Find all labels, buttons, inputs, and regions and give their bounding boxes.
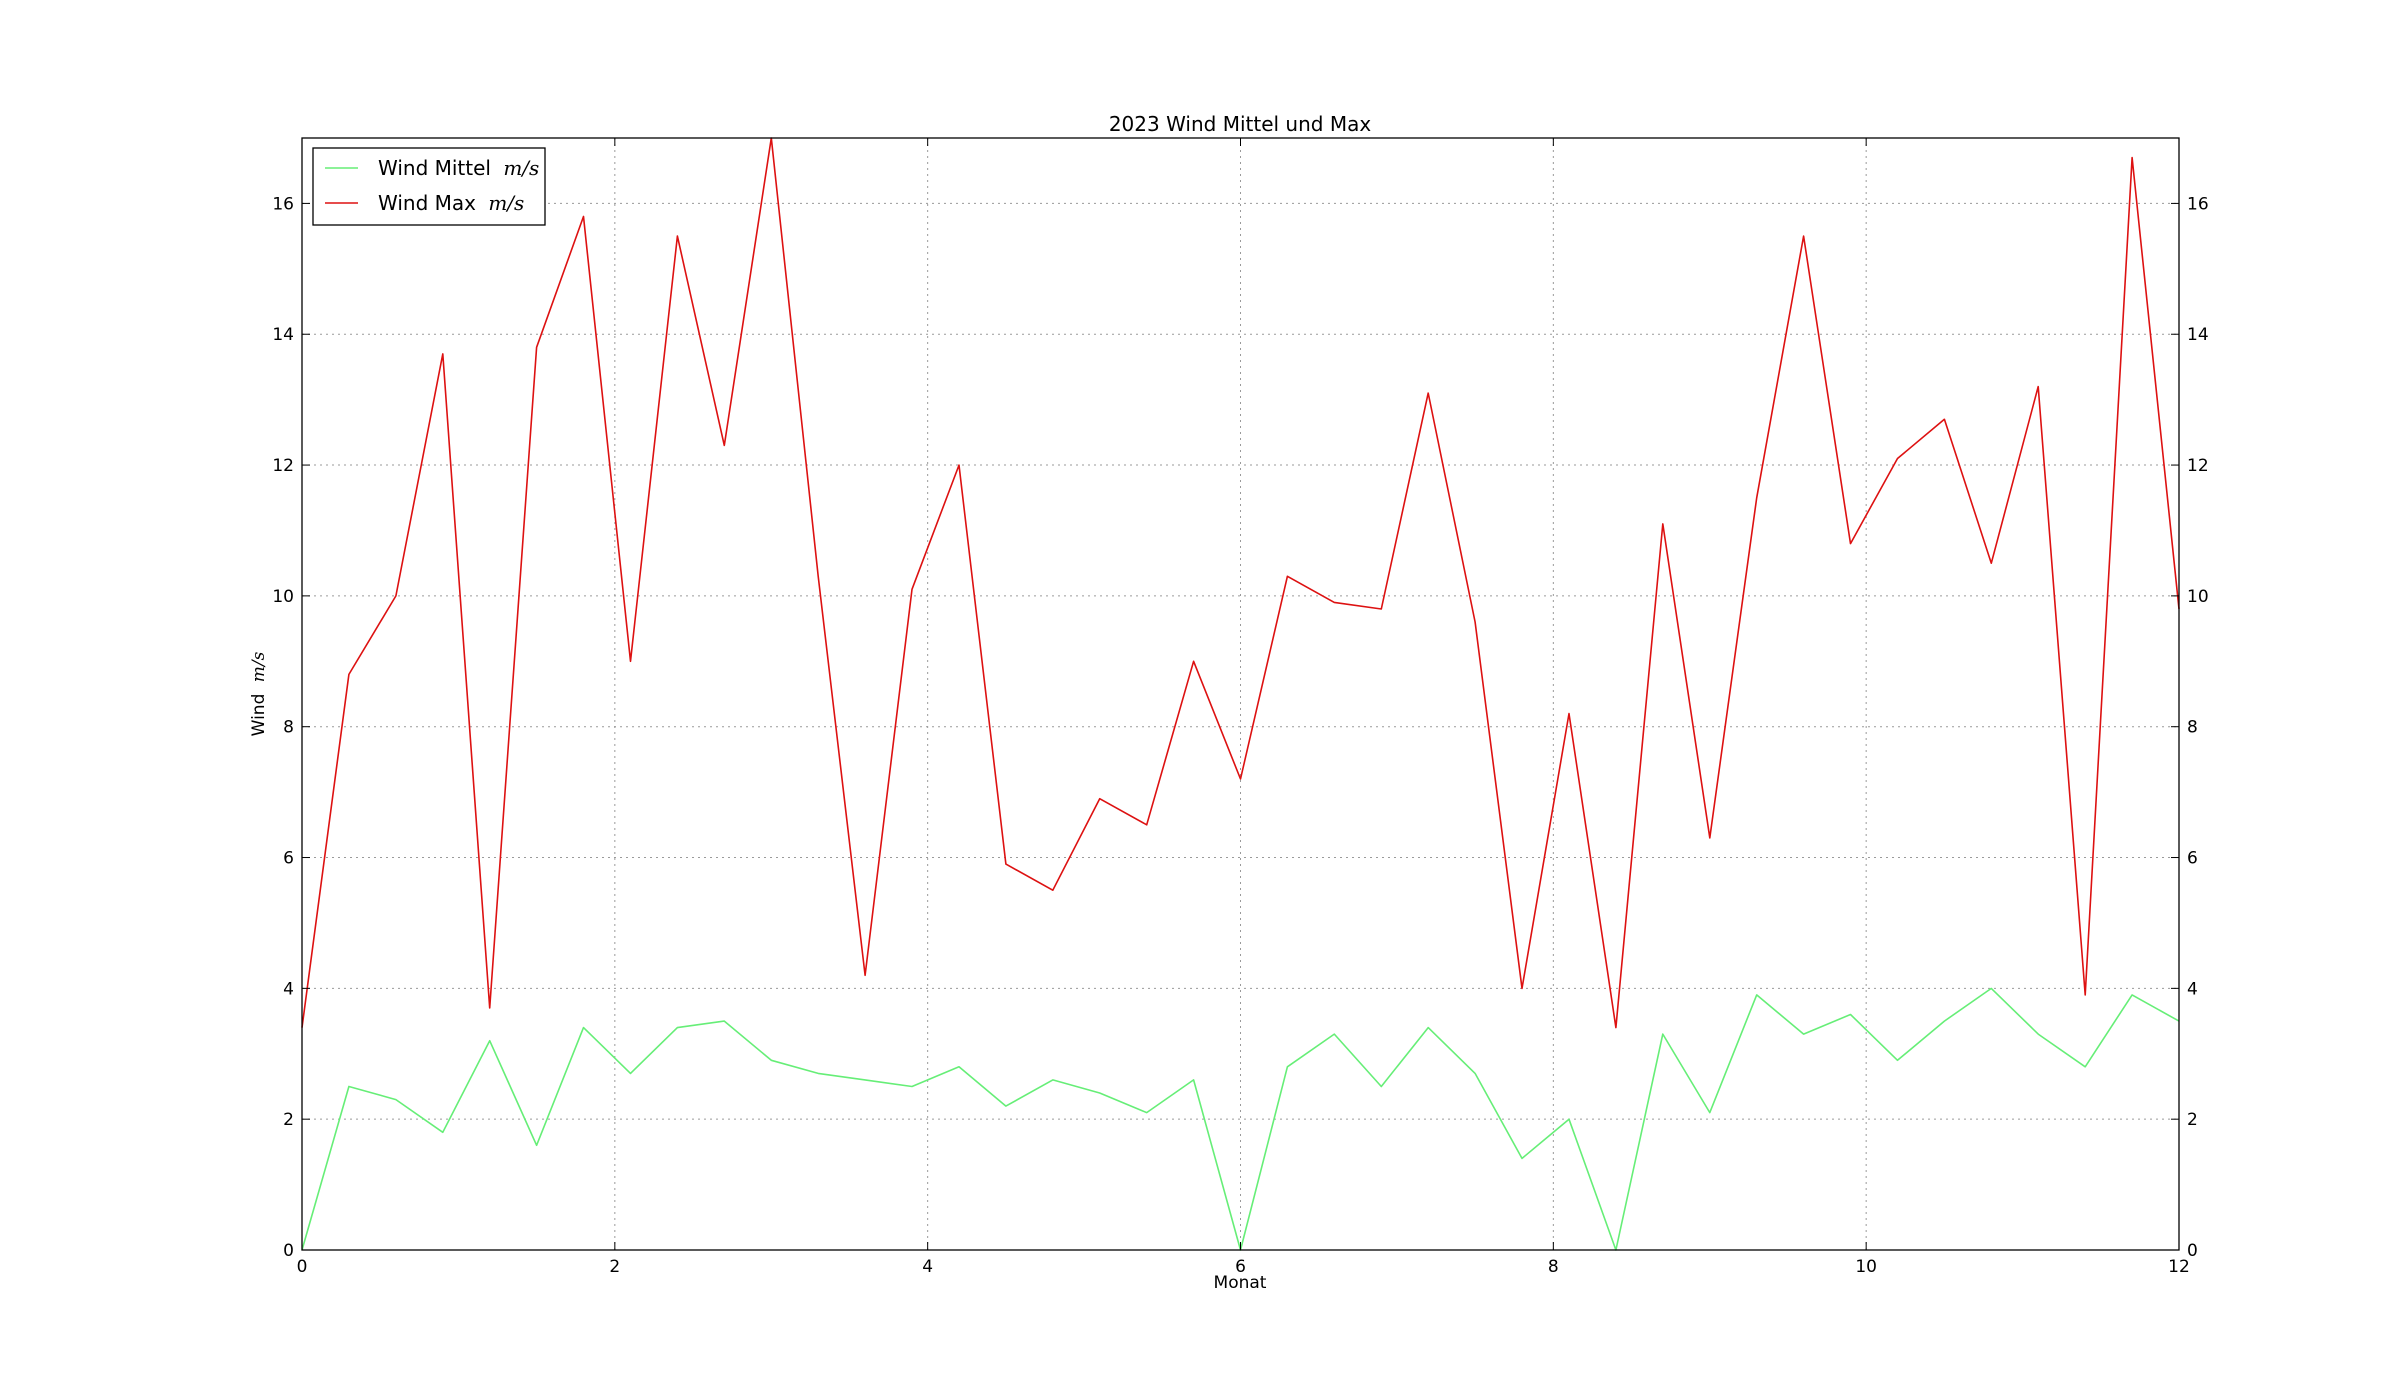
y-tick-label-right: 8 xyxy=(2187,718,2198,738)
legend-name-wind-max: Wind Max xyxy=(378,191,476,215)
x-tick-label: 10 xyxy=(1855,1257,1877,1277)
y-tick-label-right: 6 xyxy=(2187,849,2198,869)
legend-name-wind-mittel: Wind Mittel xyxy=(378,156,491,180)
x-tick-label: 0 xyxy=(297,1257,308,1277)
legend-label-wind-mittel: Wind Mittel m/s xyxy=(378,156,539,180)
y-axis-label-text: Wind xyxy=(249,694,269,737)
y-tick-label-right: 4 xyxy=(2187,979,2198,999)
y-tick-label: 6 xyxy=(283,849,294,869)
grid-lines xyxy=(302,138,2179,1250)
x-axis-label: Monat xyxy=(1214,1273,1267,1293)
y-tick-label-right: 10 xyxy=(2187,587,2209,607)
y-axis-label-unit: m/s xyxy=(249,651,269,682)
x-tick-label: 12 xyxy=(2168,1257,2190,1277)
y-tick-label-right: 14 xyxy=(2187,325,2209,345)
x-tick-label: 4 xyxy=(922,1257,933,1277)
legend-unit-wind-max: m/s xyxy=(488,191,524,215)
y-tick-label: 4 xyxy=(283,979,294,999)
y-tick-label: 16 xyxy=(272,194,294,214)
y-tick-label: 0 xyxy=(283,1241,294,1261)
legend-label-wind-max: Wind Max m/s xyxy=(378,191,524,215)
svg-text:Wind m/s: Wind m/s xyxy=(249,651,269,736)
legend: Wind Mittel m/s Wind Max m/s xyxy=(312,147,546,226)
legend-unit-wind-mittel: m/s xyxy=(503,156,539,180)
y-tick-label-right: 0 xyxy=(2187,1241,2198,1261)
y-tick-label: 8 xyxy=(283,718,294,738)
x-tick-label: 6 xyxy=(1235,1257,1246,1277)
y-tick-label-right: 12 xyxy=(2187,456,2209,476)
legend-box xyxy=(312,147,546,226)
y-tick-label: 12 xyxy=(272,456,294,476)
y-axis-label: Wind m/s xyxy=(249,651,269,736)
x-tick-label: 2 xyxy=(609,1257,620,1277)
y-tick-label-right: 16 xyxy=(2187,194,2209,214)
chart-title: 2023 Wind Mittel und Max xyxy=(1109,112,1372,136)
y-tick-label: 14 xyxy=(272,325,294,345)
y-tick-label: 2 xyxy=(283,1110,294,1130)
y-tick-label-right: 2 xyxy=(2187,1110,2198,1130)
y-tick-label: 10 xyxy=(272,587,294,607)
series-line-wind-max xyxy=(301,137,2180,1029)
x-tick-label: 8 xyxy=(1548,1257,1559,1277)
